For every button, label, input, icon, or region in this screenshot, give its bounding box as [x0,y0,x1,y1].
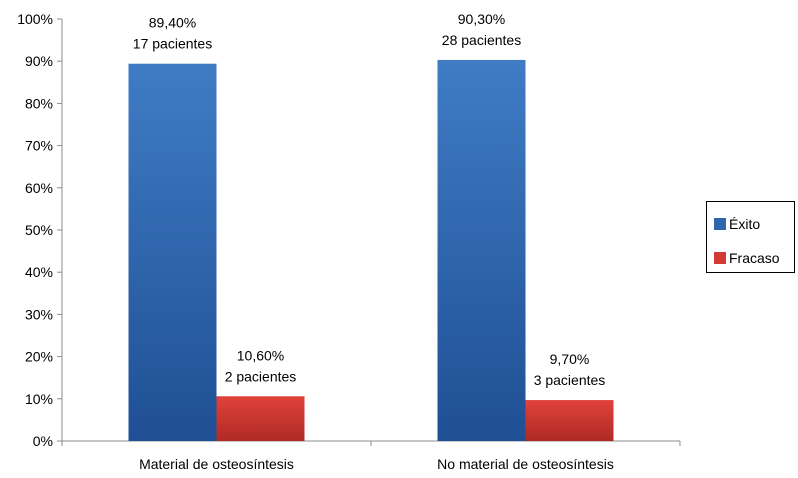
y-tick-label: 0% [33,433,53,449]
data-label-percent: 89,40% [149,15,196,31]
y-tick-label: 10% [25,391,53,407]
bar-fracaso [525,400,614,441]
x-tick-label: Material de osteosíntesis [139,456,294,472]
legend-item-exito: Éxito [714,216,760,232]
legend-swatch-fracaso [714,252,726,264]
y-tick-label: 100% [17,11,53,27]
y-tick-label: 60% [25,180,53,196]
axes: 0% 10% 20% 30% 40% 50% 60% 70% 80% 90% 100% Materia… [17,11,681,472]
y-tick-label: 80% [25,95,53,111]
y-tick-label: 20% [25,349,53,365]
data-label-patients: 2 pacientes [225,368,297,384]
y-tick-label: 90% [25,53,53,69]
y-tick-label: 30% [25,306,53,322]
data-label-percent: 9,70% [550,351,590,367]
legend-swatch-exito [714,218,726,230]
legend: Éxito Fracaso [706,201,795,273]
bars [128,59,614,442]
data-label-percent: 90,30% [458,11,505,27]
bar-fracaso [216,396,305,441]
legend-item-fracaso: Fracaso [714,250,780,266]
data-label-patients: 28 pacientes [442,32,521,48]
bar-exito [128,63,217,442]
y-tick-label: 40% [25,264,53,280]
bar-exito [437,59,526,442]
data-label-patients: 3 pacientes [534,372,606,388]
data-labels: 89,40% 17 pacientes 10,60% 2 pacientes 90,30… [133,11,606,388]
y-tick-label: 70% [25,138,53,154]
y-tick-label: 50% [25,222,53,238]
data-label-percent: 10,60% [237,347,284,363]
x-tick-label: No material de osteosíntesis [437,456,614,472]
legend-label-exito: Éxito [729,216,761,232]
legend-label-fracaso: Fracaso [729,250,780,266]
data-label-patients: 17 pacientes [133,36,212,52]
